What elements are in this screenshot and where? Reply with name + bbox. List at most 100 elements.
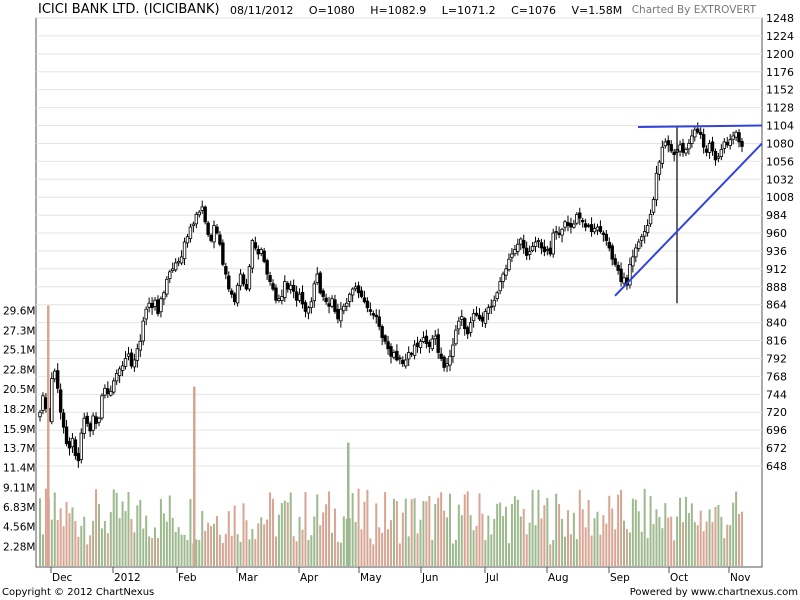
volume-bar [457, 504, 460, 566]
candle-body [601, 232, 606, 235]
candle-body [421, 337, 426, 343]
candle-body [457, 320, 461, 330]
volume-bar [682, 522, 685, 566]
volume-bar [215, 515, 218, 566]
powered-by-link[interactable]: Powered by www.chartnexus.com [629, 587, 798, 598]
volume-bar [510, 503, 513, 566]
candle-body [94, 416, 98, 424]
candle-body [253, 242, 258, 249]
candle-body [106, 388, 110, 394]
candle-body [294, 291, 299, 301]
volume-bar [566, 510, 569, 566]
volume-tick-label: 22.8M [3, 364, 35, 376]
volume-bar [130, 519, 133, 566]
candle-body [286, 282, 290, 290]
volume-bar [611, 508, 614, 566]
candle-body [356, 285, 361, 294]
candle-body [734, 131, 738, 138]
volume-bar [348, 518, 351, 566]
candle-body [569, 223, 573, 228]
candle-body [194, 213, 199, 225]
candle-body [218, 234, 222, 245]
candle-body [409, 352, 414, 355]
candle-body [728, 139, 732, 147]
candle-body [73, 439, 78, 456]
candle-body [504, 268, 508, 276]
volume-bar [649, 495, 652, 566]
candle-body [312, 283, 317, 302]
candle-body [516, 243, 520, 252]
candle-body [327, 303, 331, 307]
volume-bar [148, 536, 151, 566]
candle-body [350, 288, 355, 296]
candle-body [495, 292, 499, 299]
candle-body [64, 426, 69, 445]
candle-body [522, 240, 526, 249]
candle-body [418, 340, 423, 348]
volume-bar [507, 543, 510, 566]
candle-body [274, 287, 278, 301]
price-tick-label: 648 [766, 460, 787, 473]
candle-body [722, 141, 727, 149]
volume-bar [375, 503, 378, 566]
candle-body [380, 326, 384, 338]
volume-bar [210, 526, 213, 566]
volume-bar [664, 503, 667, 566]
volume-tick-label: 4.56M [3, 522, 35, 534]
volume-bar [207, 522, 210, 566]
volume-bar [227, 511, 230, 566]
candle-body [651, 199, 656, 213]
x-tick-label: Apr [300, 572, 319, 584]
volume-bar [726, 524, 729, 566]
candle-body [53, 370, 57, 380]
volume-bar [115, 492, 118, 566]
candle-body [230, 290, 234, 295]
candle-body [595, 226, 600, 231]
volume-bar [676, 516, 679, 566]
price-tick-label: 1152 [766, 84, 794, 97]
volume-bar [384, 492, 387, 566]
x-tick-label: Nov [730, 572, 751, 584]
volume-bar [522, 508, 525, 566]
candle-body [41, 395, 45, 411]
candle-body [256, 248, 260, 255]
volume-bar [658, 517, 661, 566]
price-tick-label: 768 [766, 370, 787, 383]
candle-body [368, 309, 373, 312]
candle-body [191, 223, 196, 227]
volume-bar [451, 543, 454, 566]
volume-bar [189, 498, 192, 566]
candle-body [318, 272, 322, 294]
candle-body [315, 273, 319, 283]
candle-body [530, 246, 535, 252]
volume-bar [655, 509, 658, 566]
candle-body [123, 358, 128, 367]
volume-bar [50, 519, 53, 566]
candle-body [97, 417, 101, 423]
volume-bar [481, 513, 484, 566]
candle-body [147, 302, 151, 308]
price-tick-label: 1056 [766, 155, 794, 168]
candle-body [268, 275, 272, 282]
volume-bar [416, 533, 419, 566]
candle-body [657, 161, 662, 175]
volume-bar [292, 536, 295, 566]
volume-bar [446, 517, 449, 566]
volume-bar [448, 493, 451, 566]
x-tick-label: Mar [238, 572, 258, 584]
volume-bar [156, 537, 159, 566]
volume-bar [690, 503, 693, 566]
candle-body [637, 241, 641, 249]
candle-body [392, 352, 396, 358]
candle-body [244, 284, 249, 290]
volume-bar [357, 488, 360, 566]
candle-body [135, 348, 140, 361]
candle-body [58, 389, 63, 413]
candle-body [120, 365, 125, 371]
candle-body [395, 350, 399, 361]
candle-body [542, 246, 547, 253]
volume-bar [83, 516, 86, 566]
candle-body [613, 258, 617, 265]
volume-bar [369, 538, 372, 566]
